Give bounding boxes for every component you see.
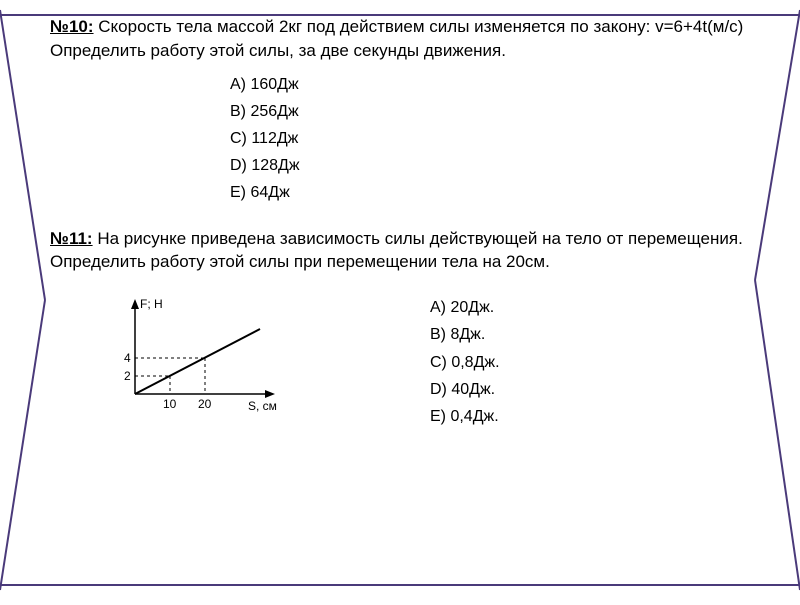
problem11-body: На рисунке приведена зависимость силы де… bbox=[50, 229, 743, 272]
problem11-options: A) 20Дж. B) 8Дж. C) 0,8Дж. D) 40Дж. E) 0… bbox=[430, 294, 500, 430]
problem11-option-c: C) 0,8Дж. bbox=[430, 349, 500, 376]
graph-xlabel: S, см bbox=[248, 399, 277, 413]
problem11-option-b: B) 8Дж. bbox=[430, 321, 500, 348]
problem10-number: №10: bbox=[50, 17, 94, 36]
graph-xtick-20: 20 bbox=[198, 397, 212, 411]
force-displacement-graph: 2 4 10 20 F; H S, см bbox=[110, 294, 290, 419]
problem11-option-a: A) 20Дж. bbox=[430, 294, 500, 321]
problem10-options: A) 160Дж B) 256Дж C) 112Дж D) 128Дж E) 6… bbox=[230, 71, 750, 207]
problem10-option-b: B) 256Дж bbox=[230, 98, 750, 125]
problem10-body: Скорость тела массой 2кг под действием с… bbox=[50, 17, 743, 60]
graph-xtick-10: 10 bbox=[163, 397, 177, 411]
problem10-option-c: C) 112Дж bbox=[230, 125, 750, 152]
problem10-text: №10: Скорость тела массой 2кг под действ… bbox=[50, 15, 750, 63]
problem11-option-e: E) 0,4Дж. bbox=[430, 403, 500, 430]
problem10-option-e: E) 64Дж bbox=[230, 179, 750, 206]
problem11-number: №11: bbox=[50, 229, 93, 248]
problem10-option-d: D) 128Дж bbox=[230, 152, 750, 179]
problem11-text: №11: На рисунке приведена зависимость си… bbox=[50, 227, 750, 275]
problem11-option-d: D) 40Дж. bbox=[430, 376, 500, 403]
graph-ytick-4: 4 bbox=[124, 351, 131, 365]
problem10-option-a: A) 160Дж bbox=[230, 71, 750, 98]
graph-ytick-2: 2 bbox=[124, 369, 131, 383]
graph-ylabel: F; H bbox=[140, 297, 163, 311]
